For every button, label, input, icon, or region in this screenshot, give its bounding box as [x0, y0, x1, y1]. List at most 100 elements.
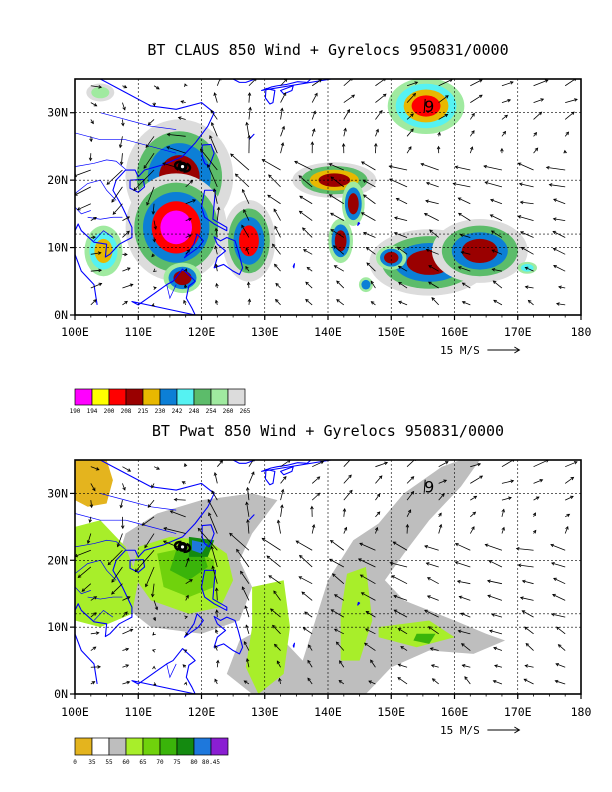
wind-vector-head: [236, 548, 240, 553]
wind-vector-head: [423, 213, 428, 217]
wind-vector: [122, 681, 130, 685]
wind-vector-head: [460, 612, 464, 616]
coast-island-8: [264, 468, 276, 486]
colorbar-label: 260: [223, 408, 234, 415]
wind-vector-head: [333, 594, 338, 598]
wind-vector: [370, 280, 376, 289]
wind-vector: [77, 203, 91, 211]
wind-vector: [501, 480, 514, 484]
wind-vector: [122, 483, 126, 491]
wind-vector-head: [429, 229, 433, 233]
coast-island-6: [131, 647, 196, 694]
colorbar-label: 242: [172, 408, 183, 415]
wind-vector-head: [484, 181, 489, 185]
wind-vector-head: [183, 649, 188, 653]
wind-vector-head: [379, 109, 383, 114]
wind-vector: [406, 509, 411, 518]
wind-vector-head: [97, 251, 102, 255]
wind-vector-head: [150, 593, 155, 598]
wind-vector: [375, 129, 379, 137]
wind-vector: [185, 218, 192, 221]
wind-vector-head: [301, 591, 306, 596]
wind-vector: [398, 628, 408, 635]
wind-vector-head: [180, 100, 185, 104]
colorbar-swatch: [91, 388, 110, 406]
wind-vector-head: [510, 479, 515, 483]
wind-vector: [246, 658, 250, 668]
wind-vector: [522, 580, 534, 585]
x-tick-label: 150E: [377, 705, 405, 719]
wind-vector: [90, 269, 102, 272]
wind-vector: [122, 664, 129, 668]
wind-vector-head: [121, 122, 125, 127]
y-tick-label: 10N: [47, 241, 68, 255]
wind-vector-head: [405, 523, 410, 528]
wind-vector-head: [75, 192, 78, 196]
wind-vector-head: [487, 594, 492, 598]
cloud-feature-12-level-4: [94, 238, 113, 263]
wind-vector-head: [479, 475, 484, 479]
wind-vector: [245, 266, 250, 272]
wind-vector-head: [307, 659, 311, 664]
wind-vector: [555, 663, 566, 668]
wind-vector-head: [420, 162, 425, 167]
wind-vector: [331, 609, 345, 618]
colorbar-label: 70: [156, 759, 164, 766]
wind-vector: [301, 591, 313, 601]
wind-vector: [501, 81, 514, 87]
x-tick-label: 120E: [188, 325, 216, 339]
wind-vector: [553, 198, 566, 205]
cloud-feature-9-level-3: [461, 238, 498, 263]
wind-vector: [343, 109, 350, 120]
wind-vector: [361, 161, 376, 171]
wind-vector: [90, 466, 99, 471]
wind-vector-head: [243, 680, 248, 684]
wind-vector: [491, 613, 503, 618]
x-tick-label: 100E: [61, 325, 89, 339]
wind-vector-head: [298, 576, 303, 580]
wind-vector-head: [360, 161, 365, 165]
wind-vector: [90, 596, 97, 601]
wind-vector: [462, 301, 471, 306]
wind-vector-head: [375, 128, 379, 133]
wind-vector: [458, 197, 471, 205]
wind-vector-head: [425, 248, 430, 253]
wind-vector-head: [336, 299, 340, 303]
wind-vector-head: [545, 165, 550, 170]
wind-vector: [311, 524, 315, 534]
wind-vector: [564, 111, 575, 120]
wind-vector: [343, 474, 352, 484]
wind-vector: [247, 519, 250, 534]
wind-vector-head: [444, 113, 449, 118]
wind-vector: [525, 665, 534, 668]
wind-vector-head: [213, 472, 218, 476]
wind-vector-head: [374, 142, 378, 147]
coast-island-2: [129, 559, 146, 573]
wind-vector-head: [457, 266, 462, 270]
wind-vector-head: [173, 497, 178, 502]
wind-vector-head: [486, 579, 491, 583]
wind-vector-head: [348, 474, 352, 479]
wind-vector: [273, 208, 281, 221]
wind-vector-head: [181, 481, 186, 485]
wind-vector-head: [431, 678, 436, 682]
wind-vector-head: [539, 479, 544, 483]
wind-vector: [501, 509, 505, 517]
wind-vector-head: [545, 460, 549, 463]
wind-vector: [207, 164, 218, 188]
wind-vector-head: [251, 471, 255, 476]
coast-island-11: [357, 601, 361, 606]
wind-vector-head: [266, 555, 271, 559]
wind-vector-head: [365, 611, 370, 615]
wind-vector: [185, 579, 193, 585]
wind-vector: [393, 609, 408, 618]
wind-vector-head: [397, 677, 402, 681]
wind-vector-head: [281, 125, 285, 130]
coast-island-1: [201, 524, 215, 548]
gridlines: [75, 460, 581, 694]
wind-vector: [185, 249, 190, 255]
wind-vector-head: [391, 575, 395, 579]
wind-vector-head: [382, 79, 386, 82]
wind-vector: [398, 265, 408, 272]
